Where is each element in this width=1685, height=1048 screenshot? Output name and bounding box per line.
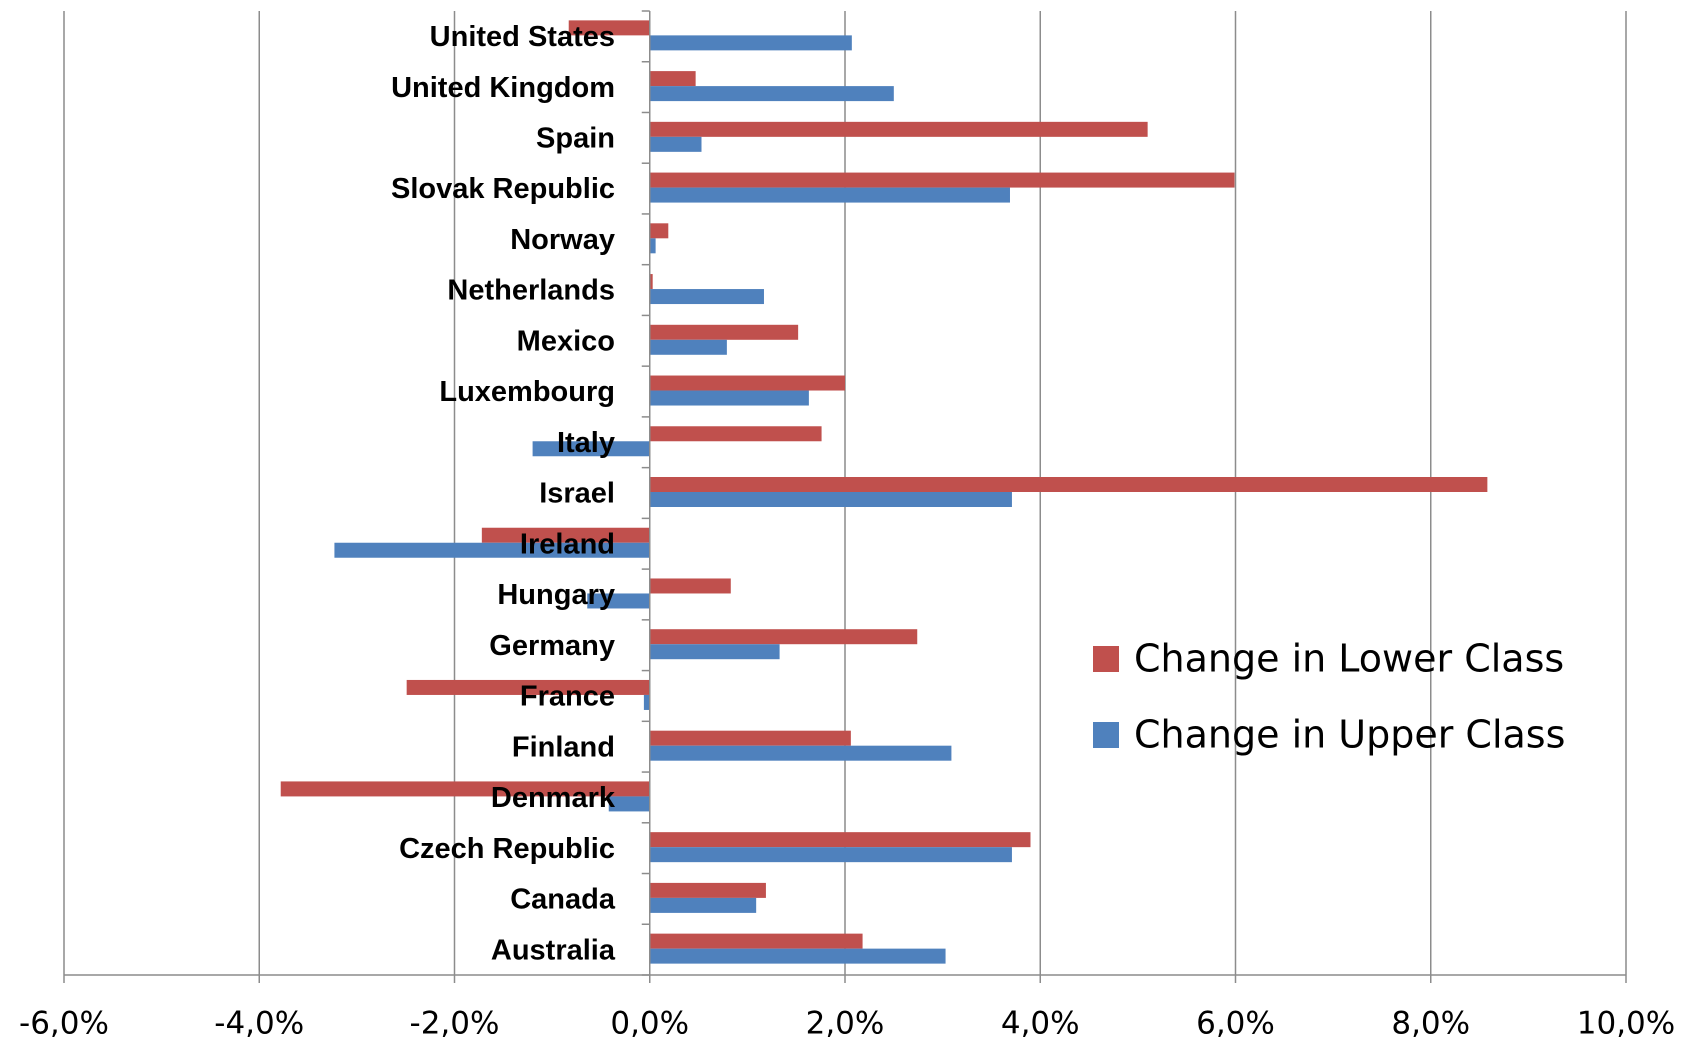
- y-tick-label: United States: [430, 21, 615, 53]
- bar: [649, 339, 727, 355]
- bar: [649, 172, 1235, 188]
- x-tick-label: 0,0%: [610, 1006, 689, 1042]
- y-tick-label: Spain: [536, 122, 615, 154]
- x-tick-label: -6,0%: [19, 1006, 109, 1042]
- bar: [649, 187, 1010, 203]
- y-tick-label: United Kingdom: [391, 72, 615, 104]
- bar: [649, 35, 852, 51]
- bar: [406, 679, 650, 695]
- bar: [649, 426, 822, 442]
- bar: [649, 933, 863, 949]
- bar: [649, 375, 845, 391]
- bar: [649, 578, 731, 594]
- bar: [649, 948, 946, 964]
- x-tick-label: 2,0%: [806, 1006, 885, 1042]
- x-tick-label: -2,0%: [410, 1006, 500, 1042]
- y-tick-label: France: [520, 681, 615, 713]
- legend-label: Change in Upper Class: [1134, 713, 1565, 757]
- x-tick-label: 6,0%: [1196, 1006, 1275, 1042]
- y-tick-label: Czech Republic: [399, 833, 615, 865]
- y-tick-label: Israel: [539, 478, 615, 510]
- y-tick-label: Hungary: [497, 579, 615, 611]
- bar: [649, 324, 799, 340]
- y-tick-label: Netherlands: [447, 275, 615, 307]
- y-tick-label: Finland: [512, 731, 615, 763]
- bar: [280, 781, 650, 797]
- y-tick-label: Slovak Republic: [391, 173, 615, 205]
- bar: [649, 629, 918, 645]
- y-tick-label: Canada: [510, 884, 616, 916]
- bar: [649, 832, 1031, 848]
- y-tick-label: Luxembourg: [439, 376, 615, 408]
- y-tick-label: Mexico: [517, 325, 615, 357]
- bar: [649, 121, 1148, 137]
- y-tick-label: Ireland: [520, 528, 615, 560]
- bar: [334, 542, 650, 558]
- bar: [649, 274, 653, 290]
- bar: [649, 644, 780, 660]
- bar: [649, 882, 766, 898]
- bar: [649, 390, 809, 406]
- bar: [568, 20, 650, 36]
- x-tick-label: 10,0%: [1577, 1006, 1675, 1042]
- bar: [649, 71, 696, 87]
- bar: [643, 694, 650, 710]
- y-tick-label: Norway: [510, 224, 615, 256]
- bar: [649, 86, 894, 102]
- bar: [649, 477, 1488, 492]
- bar: [649, 745, 952, 761]
- bar: [649, 289, 764, 305]
- bar: [532, 441, 650, 457]
- y-tick-label: Australia: [491, 934, 616, 966]
- bar: [649, 730, 851, 746]
- bar: [649, 492, 1012, 507]
- bar: [649, 136, 702, 152]
- legend-swatch: [1093, 722, 1119, 748]
- bar: [649, 223, 669, 239]
- x-tick-label: -4,0%: [214, 1006, 304, 1042]
- legend-label: Change in Lower Class: [1134, 637, 1564, 681]
- bar: [649, 897, 757, 913]
- y-tick-label: Germany: [489, 630, 615, 662]
- legend-swatch: [1093, 646, 1119, 672]
- y-tick-label: Denmark: [491, 782, 616, 814]
- bar: [481, 527, 650, 543]
- x-tick-label: 4,0%: [1001, 1006, 1080, 1042]
- y-tick-label: Italy: [557, 427, 615, 459]
- x-tick-label: 8,0%: [1391, 1006, 1470, 1042]
- bar: [608, 796, 650, 812]
- bar: [587, 593, 650, 609]
- bar: [649, 847, 1012, 863]
- bar: [649, 238, 656, 254]
